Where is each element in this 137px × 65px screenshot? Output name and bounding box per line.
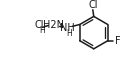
Text: H2N: H2N xyxy=(44,20,65,30)
Text: NH: NH xyxy=(60,23,75,33)
Text: Cl: Cl xyxy=(34,20,44,30)
Text: H: H xyxy=(40,26,45,35)
Text: F: F xyxy=(115,36,121,46)
Text: Cl: Cl xyxy=(88,0,98,10)
Text: H: H xyxy=(66,29,72,38)
